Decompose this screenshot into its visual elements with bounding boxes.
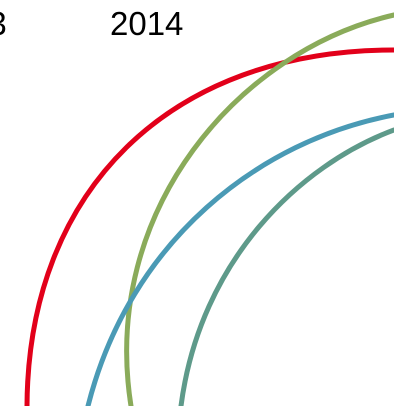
red-arc bbox=[24, 47, 394, 406]
teal-arc bbox=[178, 127, 394, 406]
blue-arc bbox=[85, 112, 394, 406]
year-label-partial: 13 bbox=[0, 4, 7, 44]
green-arc bbox=[124, 12, 394, 406]
year-label-2014: 2014 bbox=[110, 5, 184, 42]
